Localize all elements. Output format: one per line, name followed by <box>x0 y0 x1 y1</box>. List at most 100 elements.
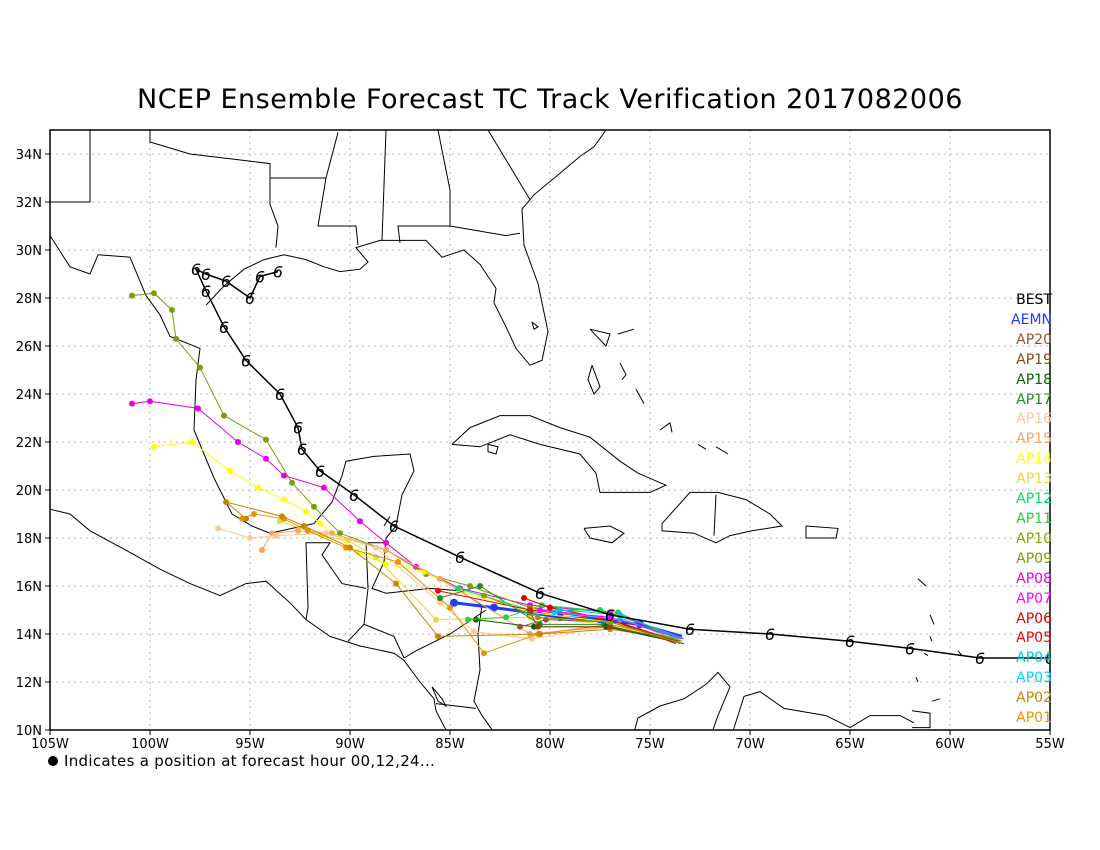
x-tick-label: 105W <box>31 737 69 752</box>
coastline-segment <box>205 130 607 366</box>
legend-item-ap02: AP02 <box>1016 690 1052 707</box>
coastline <box>50 130 963 797</box>
storm-symbol-icon: 6 <box>1045 649 1055 668</box>
coastline-segment <box>929 636 933 642</box>
y-tick-label: 18N <box>16 532 42 547</box>
track-point <box>517 623 523 630</box>
track-point <box>607 623 613 630</box>
storm-symbol-icon: 6 <box>297 440 307 459</box>
coastline-segment <box>659 421 673 433</box>
coastline-segment <box>929 614 935 625</box>
track-point <box>173 335 179 342</box>
track-point <box>437 599 443 606</box>
track-point <box>383 539 389 546</box>
y-tick-label: 10N <box>16 724 42 739</box>
track-point <box>503 614 509 621</box>
track-point <box>235 439 241 445</box>
coastline-segment <box>592 780 606 797</box>
storm-symbol-icon: 6 <box>255 267 265 286</box>
track-point <box>195 405 201 412</box>
x-axis-ticks: 105W 100W 95W 90W 85W 80W 75W 70W 65W 60W 55W <box>31 730 1065 752</box>
track-point <box>467 583 473 589</box>
track-point <box>273 532 279 539</box>
track-point <box>311 503 317 510</box>
coastline-segment <box>713 494 717 536</box>
track-point <box>227 467 233 474</box>
x-tick-label: 65W <box>835 737 865 752</box>
storm-symbol-icon: 6 <box>349 486 359 505</box>
coastline-segment <box>449 225 521 237</box>
storm-symbol-icon: 6 <box>273 263 283 282</box>
coastline-segment <box>325 132 339 179</box>
track-point <box>447 604 453 611</box>
legend-item-ap16: AP16 <box>1016 411 1052 428</box>
track-point <box>357 518 363 525</box>
x-tick-label: 70W <box>735 737 765 752</box>
storm-symbol-icon: 6 <box>201 265 211 284</box>
y-tick-label: 12N <box>16 676 42 691</box>
track-point <box>437 575 443 582</box>
storm-symbol-icon: 6 <box>315 462 325 481</box>
track-ap19 <box>527 609 681 642</box>
track-point <box>197 364 203 371</box>
legend-item-ap18: AP18 <box>1016 371 1052 388</box>
coastline-segment <box>915 677 919 683</box>
coastline-segment <box>617 328 635 335</box>
track-point <box>295 527 301 534</box>
track-point <box>383 561 389 568</box>
x-tick-label: 80W <box>535 737 565 752</box>
y-tick-label: 16N <box>16 580 42 595</box>
legend-item-ap04: AP04 <box>1016 650 1052 667</box>
coastline-segment <box>911 710 931 729</box>
legend-item-ap13: AP13 <box>1016 471 1052 488</box>
track-point <box>289 479 295 486</box>
track-point <box>383 547 389 553</box>
legend-item-ap08: AP08 <box>1016 570 1052 587</box>
legend-item-ap19: AP19 <box>1016 351 1052 368</box>
track-point <box>435 633 441 640</box>
storm-symbol-icon: 6 <box>845 632 855 651</box>
legend-item-ap05: AP05 <box>1016 630 1052 647</box>
storm-symbol-icon: 6 <box>191 260 201 279</box>
track-point <box>215 525 221 532</box>
coastline-segment <box>363 623 405 659</box>
track-point <box>537 631 543 637</box>
track-point <box>223 499 229 505</box>
legend-item-ap12: AP12 <box>1016 491 1052 508</box>
legend-item-ap11: AP11 <box>1016 510 1052 527</box>
grid-lines <box>50 130 1050 730</box>
coastline-segment <box>435 703 477 709</box>
track-point <box>279 513 285 520</box>
coastline-segment <box>661 491 784 544</box>
track-ap09 <box>129 290 681 645</box>
track-point <box>481 650 487 657</box>
storm-symbol-icon: 6 <box>275 385 285 404</box>
storm-symbol-icon: 6 <box>245 289 255 308</box>
coastline-segment <box>305 542 367 620</box>
track-point <box>151 290 157 297</box>
coastline-segment <box>635 388 645 404</box>
coastline-segment <box>50 235 915 730</box>
storm-symbol-icon: 6 <box>219 318 229 337</box>
track-point <box>535 614 541 621</box>
coastline-segment <box>923 652 929 657</box>
y-axis-ticks: 10N 12N 14N 16N 18N 20N 22N 24N 26N 28N 30N 32N 34N <box>16 148 50 739</box>
track-point <box>243 515 249 522</box>
track-point <box>263 455 269 462</box>
track-point <box>129 400 135 407</box>
track-point <box>607 619 613 625</box>
coastline-segment <box>381 130 387 241</box>
track-point <box>551 609 557 616</box>
track-point <box>321 484 327 491</box>
track-point <box>301 523 307 529</box>
track-line <box>523 597 679 642</box>
legend-item-ap06: AP06 <box>1016 610 1052 627</box>
track-point <box>529 635 535 642</box>
track-line <box>519 619 681 642</box>
storm-symbol-icon: 6 <box>605 606 615 625</box>
chart-title: NCEP Ensemble Forecast TC Track Verifica… <box>137 84 963 115</box>
track-point <box>547 604 553 611</box>
coastline-segment <box>492 740 498 774</box>
track-point <box>347 544 353 551</box>
legend-item-ap09: AP09 <box>1016 550 1052 567</box>
